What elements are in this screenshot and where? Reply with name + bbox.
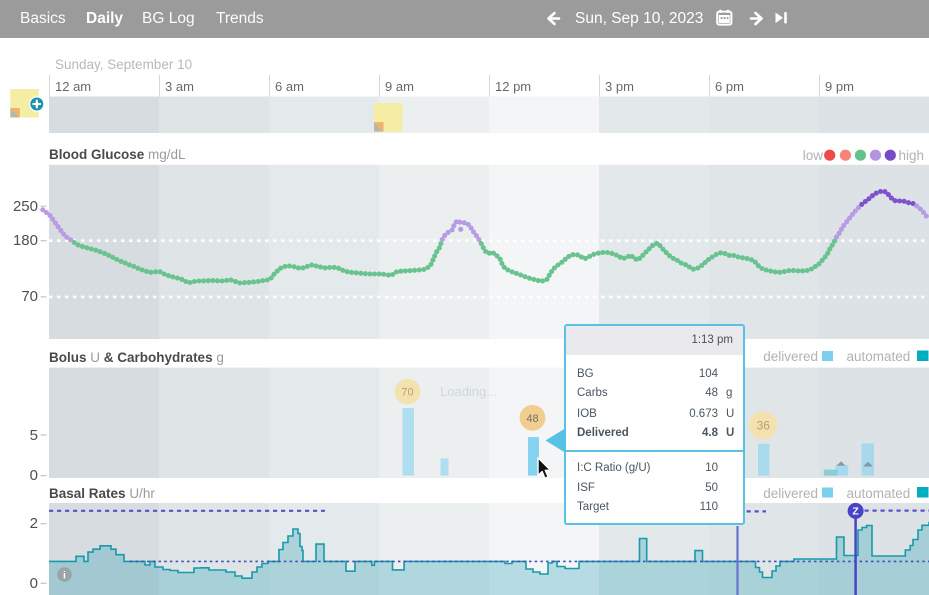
svg-text:Z: Z [852,506,859,518]
svg-text:48: 48 [526,413,538,425]
svg-text:70: 70 [401,387,413,399]
svg-text:36: 36 [757,419,771,433]
svg-text:i: i [63,569,66,581]
svg-text:Loading...: Loading... [440,384,497,399]
